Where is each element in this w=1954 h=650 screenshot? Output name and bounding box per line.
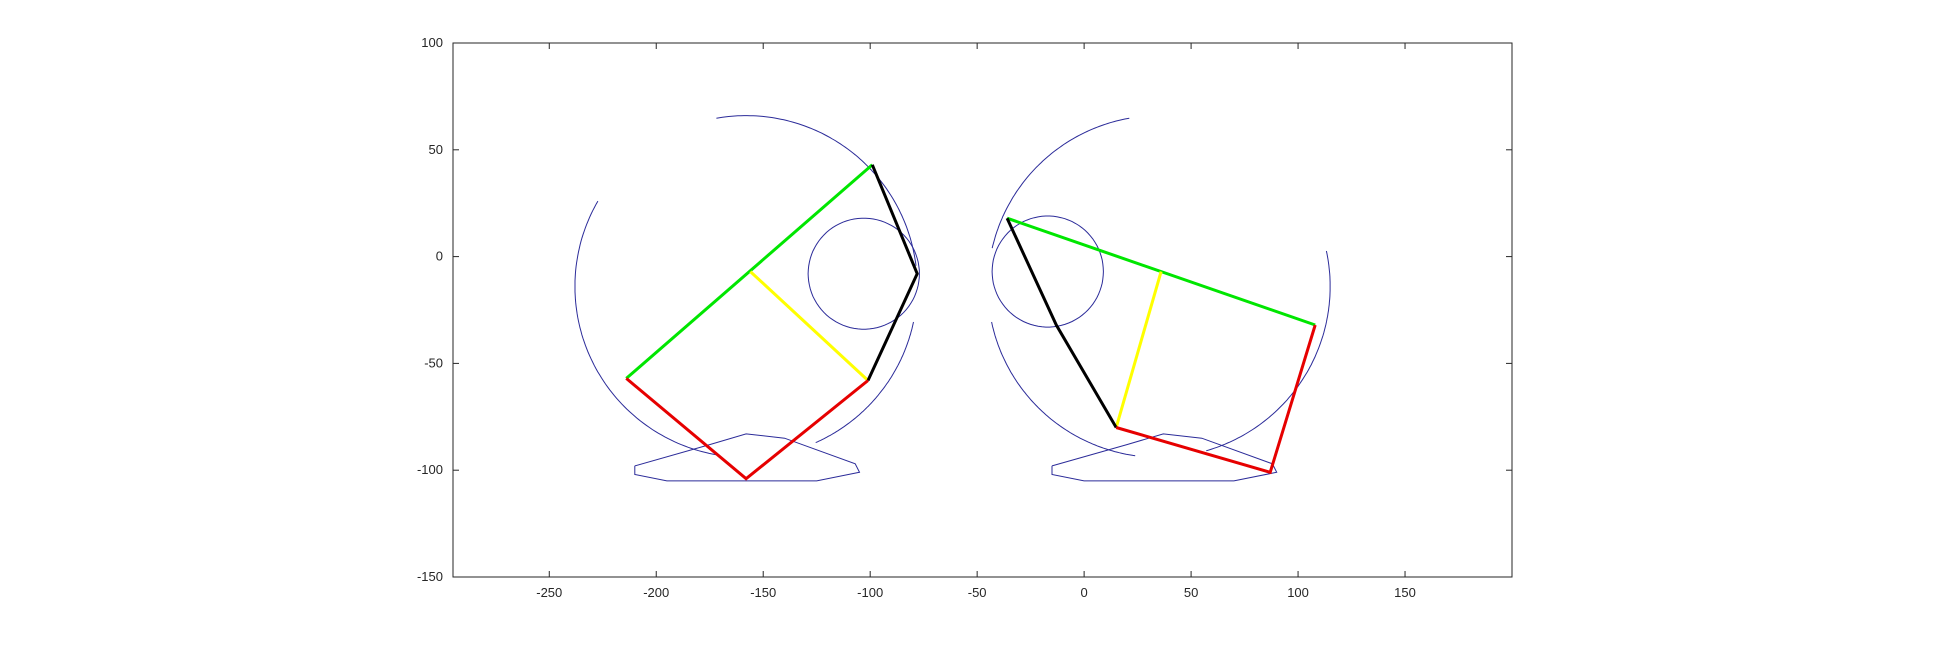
y-tick-label: -100 xyxy=(417,462,443,477)
x-tick-label: -150 xyxy=(750,585,776,600)
y-tick-label: -50 xyxy=(424,355,443,370)
green-bar-left xyxy=(625,163,874,380)
inner-circle xyxy=(807,217,920,330)
outline-curves xyxy=(574,115,1331,482)
x-tick-label: 100 xyxy=(1287,585,1309,600)
x-tick-label: -250 xyxy=(536,585,562,600)
x-tick-label: -50 xyxy=(968,585,987,600)
x-tick-label: -200 xyxy=(643,585,669,600)
outer-arc xyxy=(815,321,914,444)
x-tick-label: 50 xyxy=(1184,585,1198,600)
red-link-left xyxy=(625,377,869,481)
outer-arc xyxy=(574,200,717,456)
y-tick-label: -150 xyxy=(417,569,443,584)
axis-tick-labels: -250 -200 -150 -100 -50 0 50 100 150 100 50 0 -50 -10… xyxy=(417,35,1416,600)
outer-arc xyxy=(1206,250,1331,452)
linkage-segments xyxy=(625,163,1317,481)
yellow-bar-right xyxy=(1114,271,1163,428)
plot-area xyxy=(452,42,1513,578)
base-outline xyxy=(634,433,861,482)
red-link-right xyxy=(1115,324,1317,475)
inner-circle xyxy=(991,215,1104,328)
black-link-right xyxy=(1005,217,1118,429)
axis-ticks xyxy=(453,42,1512,578)
yellow-bar-left xyxy=(749,270,870,382)
y-tick-label: 0 xyxy=(436,249,443,264)
x-tick-label: -100 xyxy=(857,585,883,600)
outer-arc xyxy=(991,117,1130,249)
outer-arc xyxy=(716,115,917,266)
green-bar-right xyxy=(1006,216,1316,327)
y-tick-label: 50 xyxy=(429,142,443,157)
x-tick-label: 0 xyxy=(1081,585,1088,600)
y-tick-label: 100 xyxy=(421,35,443,50)
black-link-left xyxy=(866,164,919,382)
outer-arc xyxy=(991,321,1136,457)
x-tick-label: 150 xyxy=(1394,585,1416,600)
